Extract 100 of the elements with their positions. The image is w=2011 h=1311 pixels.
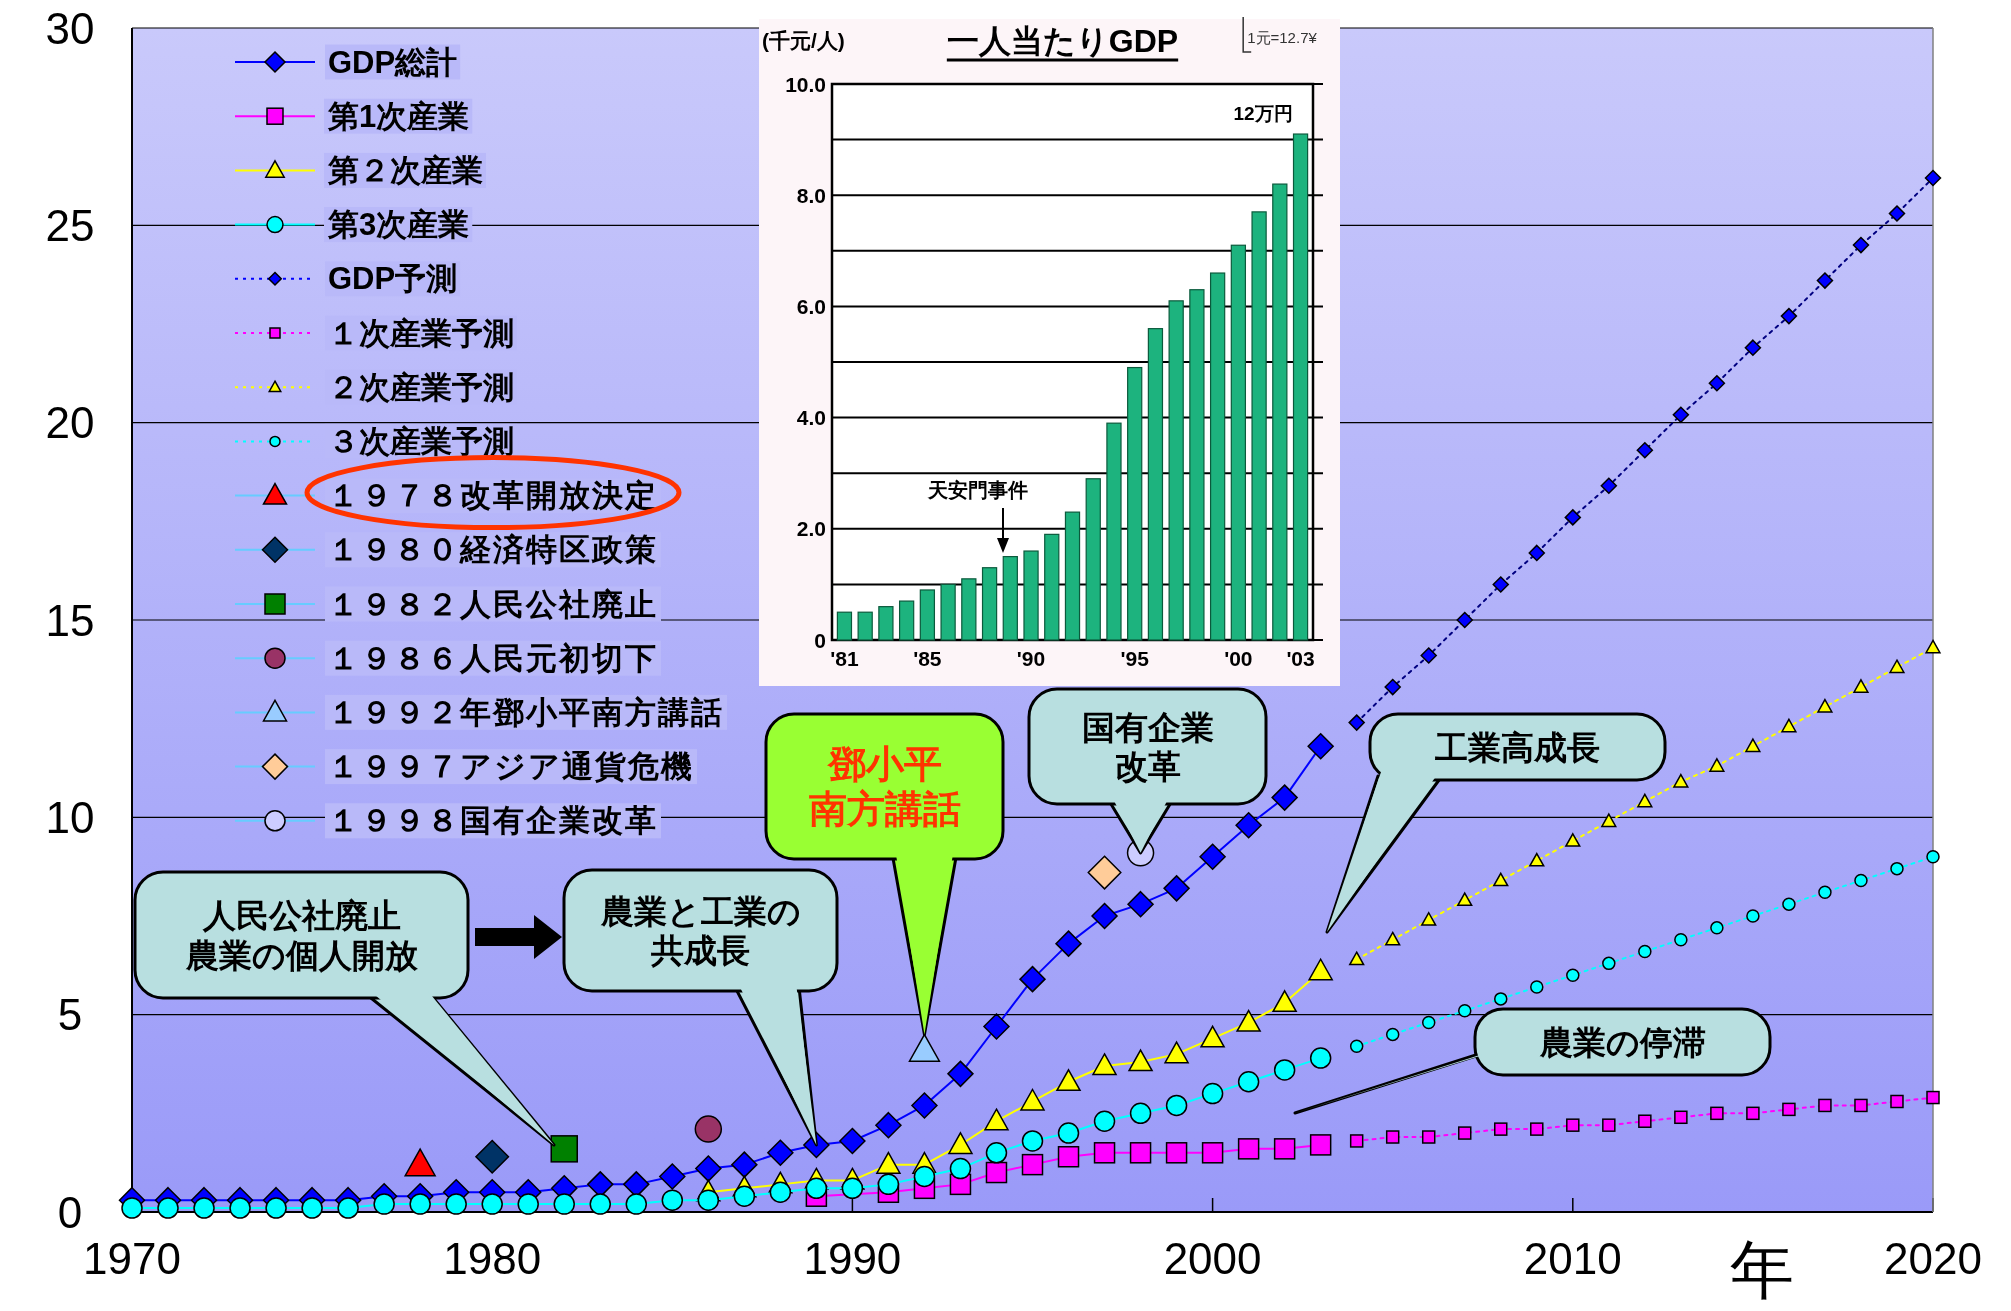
bar [1023, 550, 1039, 641]
point [1710, 1106, 1724, 1121]
point [1421, 912, 1437, 926]
point [1164, 1041, 1189, 1064]
point [1273, 1059, 1296, 1081]
point [1087, 855, 1122, 890]
bar [1168, 300, 1184, 641]
y-tick-label: 5 [57, 990, 83, 1040]
point [404, 1148, 436, 1177]
point [911, 1092, 938, 1119]
annotation: 農業と工業の共成長 [599, 892, 801, 969]
x-tick-label: '85 [913, 647, 942, 670]
point [193, 1197, 215, 1219]
annotation: 1元=12.7¥ [1247, 29, 1318, 46]
legend-label: １９７８改革開放決定 [328, 478, 658, 514]
point [1780, 307, 1798, 325]
point [1889, 659, 1905, 674]
legend-label: １９９８国有企業改革 [328, 803, 658, 839]
point [445, 1193, 467, 1215]
point [1057, 1122, 1080, 1144]
bar [981, 567, 998, 641]
annotation: 12万円 [1233, 103, 1293, 125]
x-axis-title: 年 [1729, 1234, 1794, 1306]
x-tick-label: '95 [1120, 647, 1150, 670]
point [1493, 872, 1509, 887]
point [659, 1163, 686, 1190]
point [697, 1189, 720, 1211]
point [1638, 1114, 1652, 1128]
point [1638, 944, 1652, 959]
point [1565, 833, 1581, 847]
y-tick-label: 10 [45, 792, 95, 842]
point [1200, 1025, 1225, 1048]
y-tick-label: 8.0 [796, 183, 826, 207]
bar [1147, 328, 1164, 641]
annotation: 工業高成長 [1434, 728, 1600, 766]
point [877, 1173, 900, 1196]
point [1421, 1130, 1436, 1144]
point [1127, 890, 1154, 918]
point [550, 1135, 578, 1163]
point [1271, 784, 1298, 811]
point [1307, 733, 1334, 760]
point [1602, 956, 1616, 971]
point [1890, 861, 1904, 876]
point [1888, 205, 1906, 222]
x-tick-label: 1980 [443, 1234, 542, 1283]
point [475, 1139, 510, 1174]
point [1674, 932, 1688, 947]
point [517, 1193, 539, 1215]
point [767, 1139, 794, 1167]
point [1818, 1098, 1832, 1113]
y-tick-label: 20 [45, 398, 95, 448]
point [1237, 1071, 1260, 1093]
point [1890, 1094, 1904, 1109]
legend-label: １次産業予測 [328, 315, 514, 351]
bar [961, 578, 977, 641]
point [731, 1151, 758, 1178]
point [1566, 1118, 1580, 1132]
legend-label: ２次産業予測 [328, 369, 514, 405]
bar [1292, 133, 1309, 641]
point [1602, 1118, 1616, 1132]
point [1818, 885, 1832, 900]
point [1926, 850, 1940, 864]
point [1492, 576, 1510, 593]
y-tick-label: 30 [45, 3, 95, 53]
legend-label: １９８０経済特区政策 [328, 532, 658, 568]
point [1201, 1142, 1224, 1164]
bar [1272, 183, 1288, 641]
point [1273, 1138, 1296, 1160]
y-tick-label: 0 [57, 1187, 83, 1237]
point [1055, 930, 1082, 957]
y-tick-label: 10.0 [785, 72, 826, 96]
x-tick-label: 2020 [1884, 1234, 1982, 1283]
x-tick-label: 1970 [83, 1234, 181, 1283]
x-tick-label: 2010 [1523, 1234, 1622, 1283]
point [409, 1193, 431, 1215]
point [1129, 1102, 1152, 1125]
bar [857, 611, 873, 641]
annotation: 人民公社廃止農業の個人開放 [184, 896, 418, 974]
point [625, 1193, 648, 1215]
point [985, 1142, 1008, 1164]
point [769, 1181, 792, 1204]
point [1457, 1126, 1472, 1140]
point [1817, 698, 1833, 713]
annotation: 農業の停滞 [1538, 1023, 1706, 1061]
x-tick-label: '00 [1224, 647, 1253, 670]
point [841, 1177, 864, 1200]
point [1854, 1098, 1868, 1113]
point [1237, 1138, 1260, 1160]
point [1349, 951, 1365, 966]
x-tick-label: '03 [1286, 647, 1315, 670]
bar [878, 606, 894, 641]
bar [1209, 272, 1226, 641]
point [875, 1111, 902, 1139]
point [1674, 1110, 1688, 1125]
point [1421, 1015, 1436, 1030]
point [1744, 339, 1762, 356]
point [301, 1197, 323, 1219]
legend-label: GDP総計 [328, 44, 458, 80]
point [1199, 843, 1226, 871]
bar [1064, 511, 1081, 641]
